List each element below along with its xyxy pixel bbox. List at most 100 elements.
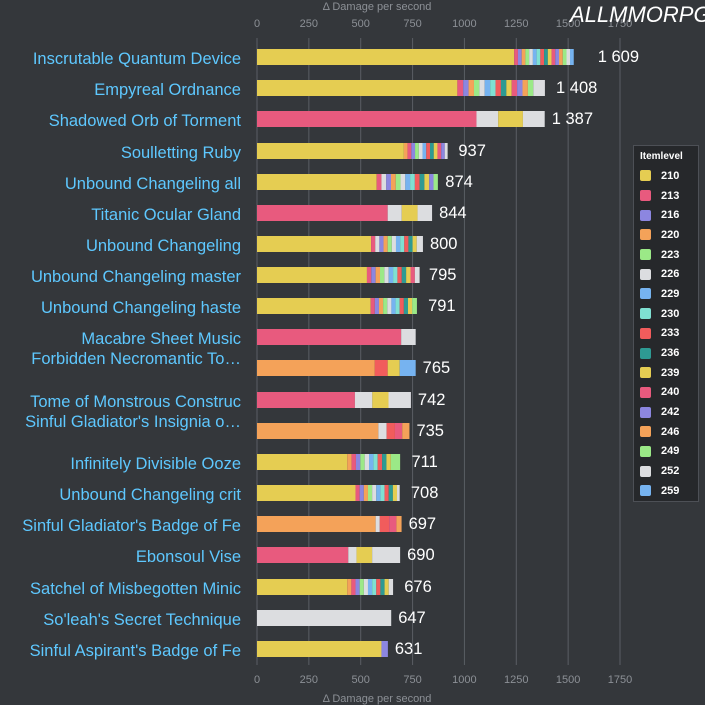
total-label: 791 [428,297,456,315]
x-tick-label: 1000 [452,18,476,30]
bar-segment [390,174,396,190]
total-label: 676 [404,578,432,596]
x-tick-label: 1750 [608,674,632,686]
bar-segment [376,485,381,501]
bar-segment [540,49,545,65]
bar-segment [257,236,372,252]
legend-swatch [640,445,651,457]
bar-segment [522,80,528,96]
bar-segment [257,80,458,96]
bar-segment [406,267,411,283]
bar-segment [387,360,400,376]
total-label: 795 [429,266,457,284]
bar-segment [479,80,485,96]
bar-segment [257,360,375,376]
bar-segment [514,49,518,65]
x-tick-label: 0 [254,18,260,30]
bar-segment [373,454,378,470]
x-axis-top: 0 250 500 750 1000 1250 1500 1750 [254,18,632,30]
category-label: Soulletting Ruby [121,144,242,162]
bar-segment [532,49,537,65]
x-tick-label: 1250 [504,674,528,686]
legend-title: Itemlevel [640,151,683,162]
x-axis-title-bottom: Δ Damage per second [323,693,432,705]
bar-row [257,329,416,345]
legend-swatch [640,465,651,477]
bar-segment [441,143,445,159]
legend-swatch [640,347,651,359]
bar-row [257,205,433,221]
bar-segment [363,579,368,595]
bar-segment [399,298,404,314]
bar-segment [416,236,423,252]
legend-swatch [640,367,651,379]
bar-row [257,298,417,314]
grid-lines [256,38,621,665]
bar-row [257,360,416,376]
bar-segment [403,298,409,314]
legend-label: 230 [661,307,680,320]
legend-swatch [640,327,651,339]
bar-segment [370,298,375,314]
total-label: 697 [409,515,437,533]
bar-segment [381,174,387,190]
bar-segment [359,579,364,595]
legend-label: 226 [661,268,680,281]
legend-label: 239 [661,366,680,379]
bar-segment [348,547,357,563]
bar-segment [412,298,417,314]
bar-row [257,579,394,595]
legend-swatch [640,190,651,202]
bar-segment [392,485,398,501]
bar-segment [444,143,448,159]
bar-segment [355,485,360,501]
bar-segment [367,485,373,501]
bar-segment [257,579,348,595]
bar-segment [375,236,380,252]
bar-segment [347,579,352,595]
bar-segment [396,516,402,532]
bar-segment [386,174,391,190]
legend-swatch [640,268,651,280]
bar-segment [384,485,389,501]
bar-segment [351,579,356,595]
category-label: Sinful Gladiator's Badge of Fe [22,517,241,535]
bar-row [257,143,448,159]
bar-segment [372,485,377,501]
category-label: Inscrutable Quantum Device [33,50,241,68]
bar-segment [468,80,474,96]
bar-segment [360,454,365,470]
bar-segment [387,298,392,314]
legend-item: 233 [634,324,698,344]
legend-item: 230 [634,304,698,324]
x-tick-label: 1750 [608,18,632,30]
bar-segment [387,205,402,221]
bar-segment [388,485,393,501]
bar-segment [551,49,556,65]
bars [257,49,574,657]
bar-segment [411,143,416,159]
x-tick-label: 1500 [556,674,580,686]
category-label: Sinful Aspirant's Badge of Fe [30,642,241,660]
legend-item: 226 [634,264,698,284]
legend-item: 223 [634,245,698,265]
legend-swatch [640,209,651,221]
bar-segment [498,111,523,127]
bar-segment [418,143,423,159]
bar-segment [257,454,348,470]
total-label: 647 [398,609,426,627]
legend-item: 213 [634,186,698,206]
bar-segment [517,80,523,96]
legend-item: 246 [634,422,698,442]
bar-segment [566,49,571,65]
bar-segment [369,454,374,470]
category-label: Unbound Changeling haste [41,299,241,317]
bar-segment [380,485,385,501]
category-label: Infinitely Divisible Ooze [70,455,241,473]
bar-segment [257,267,367,283]
category-label: Tome of Monstrous Construc [30,393,241,411]
bar-row [257,267,420,283]
category-label: Macabre Sheet Music [81,330,241,348]
bar-segment [257,174,377,190]
bar-segment [393,267,398,283]
